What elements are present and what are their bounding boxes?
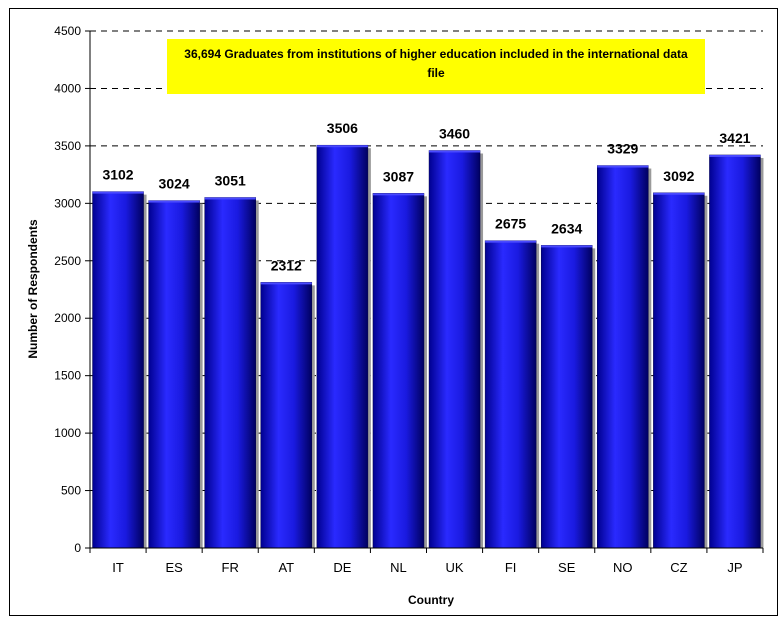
data-label: 3102 [102,167,133,183]
y-tick-label: 1500 [54,369,81,383]
bar-jp [709,154,761,549]
bar-it [92,191,144,549]
y-tick-label: 2000 [54,311,81,325]
data-label: 3092 [663,168,694,184]
y-axis-title: Number of Respondents [26,219,40,359]
bar-cap [372,193,424,196]
x-tick-label: NL [390,560,407,575]
x-tick-label: ES [165,560,183,575]
data-label: 2312 [271,257,302,273]
bar-cap [541,245,593,248]
y-tick-label: 2500 [54,254,81,268]
bar-no [597,165,649,549]
data-label: 3329 [607,141,638,157]
bar-se [540,245,593,549]
x-tick-label: FI [505,560,517,575]
y-tick-label: 500 [61,484,81,498]
bar-uk [428,150,481,549]
x-tick-label: IT [112,560,124,575]
data-label: 3087 [383,168,414,184]
bar-cap [204,197,256,200]
bar-fi [484,240,537,549]
x-tick-label: SE [558,560,576,575]
bar-cap [316,145,368,148]
bar-cap [260,282,312,285]
x-axis-title: Country [408,593,454,607]
data-label: 3506 [327,120,358,136]
data-label: 3051 [215,172,246,188]
data-label: 2634 [551,220,582,236]
axes: 0 500 1000 1500 2000 2500 3000 3500 4000 4500 IT ES… [54,24,764,575]
data-label: 3460 [439,125,470,141]
bar-cz [653,192,705,549]
bar-cap [485,240,537,243]
bar-cap [92,191,144,194]
y-tick-label: 0 [74,541,81,555]
bar-cap [597,165,649,168]
data-label: 2675 [495,216,526,232]
bar-fr [204,197,256,549]
y-tick-label: 3500 [54,139,81,153]
chart-annotation: 36,694 Graduates from institutions of hi… [167,39,705,94]
bar-cap [709,154,761,157]
x-tick-label: FR [222,560,239,575]
x-tick-label: UK [446,560,464,575]
data-labels: 3102 3024 3051 2312 3506 3087 3460 2675 2634 3329… [102,120,750,273]
x-tick-label: AT [278,560,294,575]
x-tick-label: DE [333,560,351,575]
bar-cap [653,192,705,195]
y-tick-label: 3000 [54,196,81,210]
bar-cap [148,200,200,203]
y-tick-label: 4500 [54,24,81,38]
x-tick-label: NO [613,560,633,575]
bar-nl [372,193,425,549]
x-tick-label: JP [727,560,742,575]
data-label: 3024 [159,176,190,192]
bar-es [148,200,200,549]
bars [92,144,764,549]
bar-cap [429,150,481,153]
y-tick-label: 1000 [54,426,81,440]
bar-at [260,282,313,549]
x-tick-label: CZ [670,560,687,575]
data-label: 3421 [719,130,750,146]
y-tick-label: 4000 [54,81,81,95]
bar-de [316,144,369,549]
